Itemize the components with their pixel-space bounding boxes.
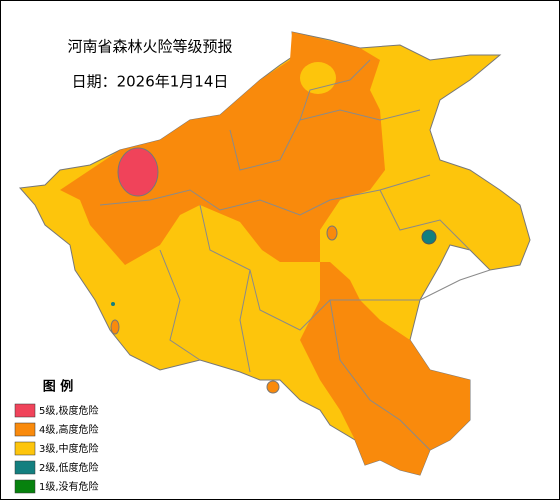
low-area (300, 62, 336, 94)
extreme-risk-area (117, 147, 159, 197)
map-title: 河南省森林火险等级预报 (67, 38, 232, 56)
boundary (199, 204, 420, 331)
spot (326, 225, 338, 241)
legend-label: 4级,高度危险 (39, 423, 99, 436)
low-risk-area (421, 229, 437, 245)
legend-swatch (14, 422, 36, 437)
spot (266, 380, 280, 394)
legend-swatch (14, 441, 36, 456)
legend: 5级,极度危险 4级,高度危险 3级,中度危险 2级,低度危险 1级,没有危险 (14, 403, 99, 494)
legend-swatch (14, 403, 36, 418)
legend-label: 3级,中度危险 (39, 442, 99, 455)
boundary (329, 299, 431, 451)
boundary (239, 269, 251, 373)
legend-swatch (14, 460, 36, 475)
legend-label: 2级,低度危险 (39, 461, 99, 474)
spot (110, 319, 120, 335)
high-risk-area (60, 32, 470, 475)
legend-label: 5级,极度危险 (39, 404, 99, 417)
boundary (379, 189, 471, 251)
province-map (18, 31, 531, 476)
boundary (419, 269, 491, 301)
map-date: 日期：2026年1月14日 (72, 73, 229, 91)
legend-title: 图 例 (43, 379, 74, 395)
legend-swatch (14, 479, 36, 494)
legend-label: 1级,没有危险 (39, 480, 99, 493)
boundary (299, 59, 371, 121)
boundary (99, 174, 431, 216)
spot (111, 302, 115, 306)
boundary (159, 249, 201, 361)
